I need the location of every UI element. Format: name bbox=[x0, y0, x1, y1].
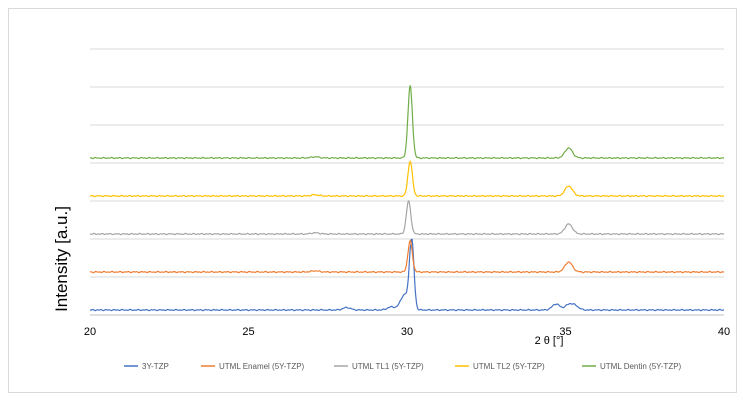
series-line-1 bbox=[89, 239, 725, 274]
legend-label: UTML Enamel (5Y-TZP) bbox=[219, 362, 305, 371]
xrd-line-chart: 20 25 30 35 40 2 θ [°] Intensity [a.u.] 3Y-T… bbox=[52, 48, 730, 371]
chart-frame: 20 25 30 35 40 2 θ [°] Intensity [a.u.] 3Y-T… bbox=[8, 8, 737, 393]
x-tick-label: 20 bbox=[84, 326, 96, 338]
series-lines bbox=[89, 85, 725, 312]
y-axis-title: Intensity [a.u.] bbox=[52, 206, 71, 312]
legend: 3Y-TZP UTML Enamel (5Y-TZP) UTML TL1 (5Y-T… bbox=[124, 362, 682, 371]
x-tick-label: 30 bbox=[401, 326, 413, 338]
x-tick-labels: 20 25 30 35 40 bbox=[84, 326, 730, 338]
x-tick-label: 40 bbox=[718, 326, 730, 338]
series-line-4 bbox=[90, 85, 724, 160]
x-axis-title: 2 θ [°] bbox=[535, 335, 564, 347]
x-tick-label: 25 bbox=[242, 326, 254, 338]
legend-label: UTML TL1 (5Y-TZP) bbox=[352, 362, 424, 371]
legend-label: 3Y-TZP bbox=[142, 362, 169, 371]
legend-label: UTML TL2 (5Y-TZP) bbox=[473, 362, 545, 371]
series-line-0 bbox=[90, 238, 724, 312]
series-line-3 bbox=[90, 160, 725, 198]
series-line-2 bbox=[89, 200, 725, 236]
x-tick-label: 35 bbox=[559, 326, 571, 338]
gridlines bbox=[90, 48, 724, 278]
legend-label: UTML Dentin (5Y-TZP) bbox=[600, 362, 682, 371]
